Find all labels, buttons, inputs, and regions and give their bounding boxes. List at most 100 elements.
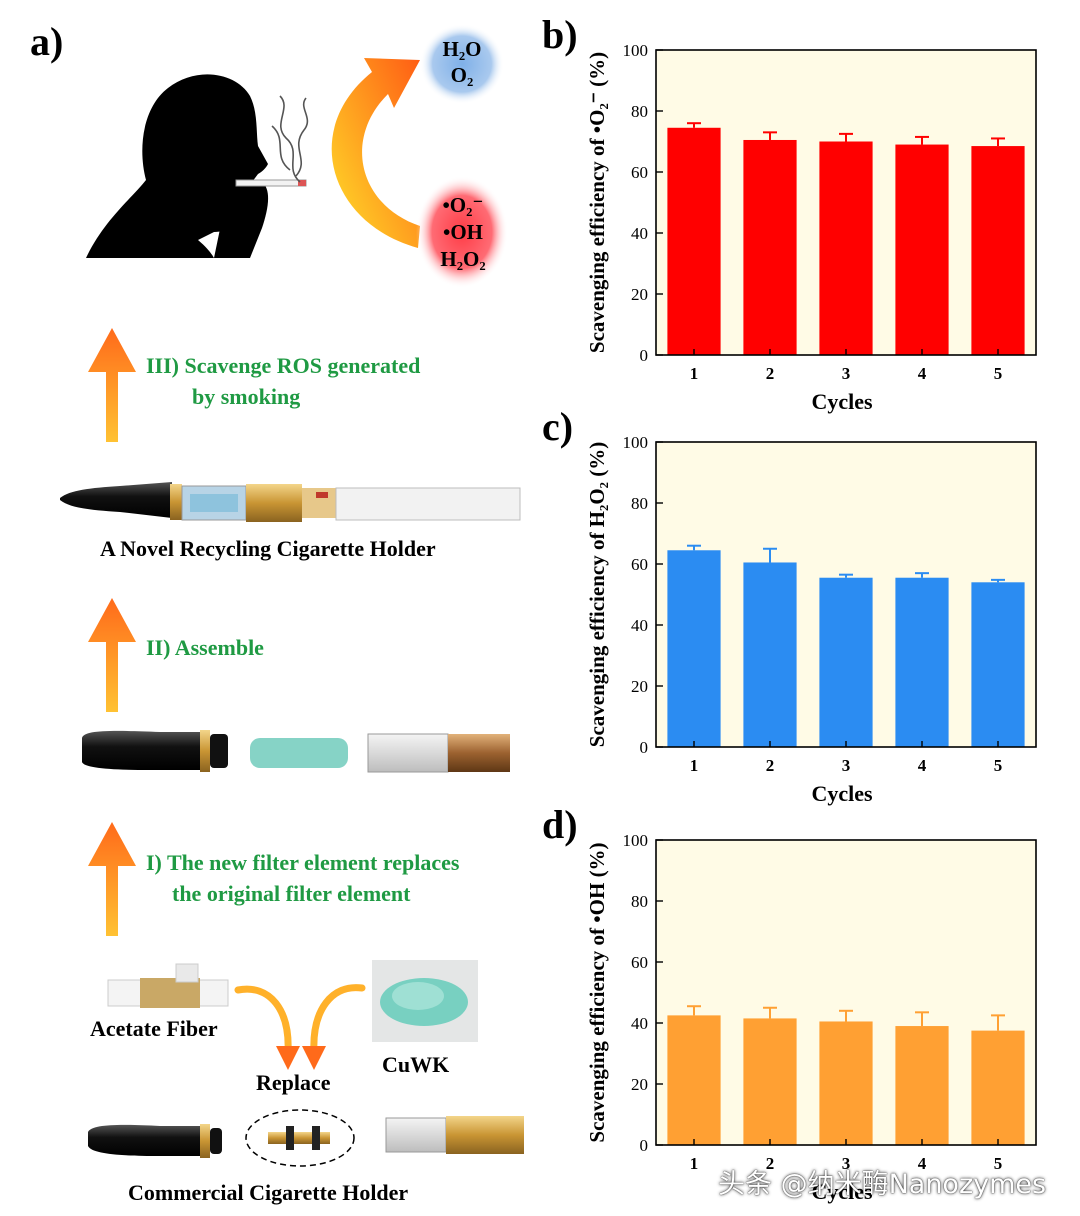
error-bar (839, 1009, 853, 1022)
ros-superoxide: •O₂⁻ (442, 193, 484, 217)
products-labels: H₂O O₂ (430, 36, 494, 88)
y-tick-label: 80 (631, 892, 648, 911)
step3-text: III) Scavenge ROS generated by smoking (146, 350, 420, 412)
error-bar (915, 1011, 929, 1027)
y-tick-label: 20 (631, 677, 648, 696)
y-tick-label: 80 (631, 102, 648, 121)
acetate-fiber-image (107, 963, 229, 1008)
x-tick-label: 5 (994, 756, 1003, 775)
x-tick-label: 1 (690, 364, 699, 383)
bar (971, 1030, 1025, 1145)
y-axis-label: Scavenging efficiency of •O₂⁻ (%) (585, 52, 609, 353)
novel-cigarette-holder (60, 482, 521, 522)
original-filter-highlight (245, 1109, 355, 1167)
cuwk-filter-element (250, 738, 348, 768)
bar (667, 550, 721, 747)
smoke-icon (271, 95, 309, 183)
products-bubble (420, 24, 504, 104)
x-tick-label: 2 (766, 364, 775, 383)
product-o2: O₂ (450, 63, 474, 87)
step1-line1: I) The new filter element replaces (146, 850, 460, 875)
ros-hydroxyl: •OH (442, 220, 484, 244)
bar (743, 139, 797, 355)
cuwk-powder-image (372, 960, 478, 1042)
x-tick-label: 1 (690, 1154, 699, 1173)
error-bar (839, 573, 853, 578)
bar (667, 127, 721, 356)
bar (819, 1021, 873, 1145)
y-tick-label: 80 (631, 494, 648, 513)
step1-line2: the original filter element (172, 881, 411, 906)
novel-holder-caption: A Novel Recycling Cigarette Holder (100, 536, 436, 561)
x-tick-label: 5 (994, 364, 1003, 383)
y-axis-label: Scavenging efficiency of H₂O₂ (%) (585, 442, 609, 747)
ros-h2o2: H₂O₂ (440, 247, 486, 271)
bar (743, 562, 797, 747)
step2-text: II) Assemble (146, 635, 264, 660)
y-tick-label: 60 (631, 555, 648, 574)
x-tick-label: 3 (842, 364, 851, 383)
x-tick-label: 4 (918, 756, 927, 775)
error-bar (763, 1006, 777, 1019)
y-tick-label: 0 (640, 738, 649, 757)
x-tick-label: 2 (766, 756, 775, 775)
replace-label: Replace (256, 1070, 331, 1095)
bar (819, 141, 873, 355)
x-axis-label: Cycles (811, 389, 873, 414)
error-bar (915, 135, 929, 145)
x-tick-label: 1 (690, 756, 699, 775)
chart-3: 0 20 40 60 80 100 1 2 3 4 5 Cycles Scavenging effici… (542, 802, 1037, 1204)
error-bar (763, 131, 777, 140)
cuwk-label: CuWK (382, 1052, 450, 1077)
product-h2o: H₂O (442, 37, 482, 61)
bar (971, 582, 1025, 747)
step3-line2: by smoking (192, 384, 301, 409)
error-bar (687, 122, 701, 128)
bar (895, 144, 949, 355)
ros-bubble (416, 176, 508, 288)
y-tick-label: 0 (640, 346, 649, 365)
y-tick-label: 100 (623, 831, 649, 850)
y-tick-label: 100 (623, 41, 649, 60)
error-bar (991, 137, 1005, 147)
error-bar (763, 547, 777, 563)
ros-labels: •O₂⁻ •OH H₂O₂ (426, 192, 500, 273)
panel-a-artwork (60, 24, 524, 1167)
y-tick-label: 0 (640, 1136, 649, 1155)
panel-label: b) (542, 12, 578, 57)
y-tick-label: 60 (631, 163, 648, 182)
bar (895, 1026, 949, 1145)
commercial-holder-caption: Commercial Cigarette Holder (128, 1180, 409, 1205)
conversion-arrow-icon (331, 58, 420, 248)
panel-a-label: a) (30, 19, 64, 64)
bar (819, 577, 873, 747)
chart-2: 0 20 40 60 80 100 1 2 3 4 5 Cycles Scavenging effici… (542, 404, 1037, 806)
smoker-silhouette (86, 74, 307, 258)
panel-label: c) (542, 404, 573, 449)
error-bar (687, 544, 701, 551)
y-tick-label: 40 (631, 616, 648, 635)
error-bar (991, 578, 1005, 583)
y-tick-label: 60 (631, 953, 648, 972)
chart-1: 0 20 40 60 80 100 1 2 3 4 5 Cycles Scavenging effici… (542, 12, 1037, 414)
panel-label: d) (542, 802, 578, 847)
step3-arrow-icon (88, 328, 136, 442)
bar (743, 1018, 797, 1145)
error-bar (839, 132, 853, 142)
bar (971, 146, 1025, 355)
commercial-holder-parts (88, 1109, 524, 1167)
acetate-fiber-label: Acetate Fiber (90, 1016, 218, 1041)
step1-arrow-icon (88, 822, 136, 936)
replace-arrows-icon (234, 984, 366, 1070)
error-bar (991, 1014, 1005, 1031)
step1-text: I) The new filter element replaces the o… (146, 847, 459, 909)
x-tick-label: 4 (918, 1154, 927, 1173)
y-tick-label: 20 (631, 285, 648, 304)
error-bar (915, 572, 929, 578)
bar (667, 1015, 721, 1145)
assembly-parts (82, 730, 510, 773)
step3-line1: III) Scavenge ROS generated (146, 353, 421, 378)
x-tick-label: 2 (766, 1154, 775, 1173)
panel-a: a) (30, 19, 524, 1205)
